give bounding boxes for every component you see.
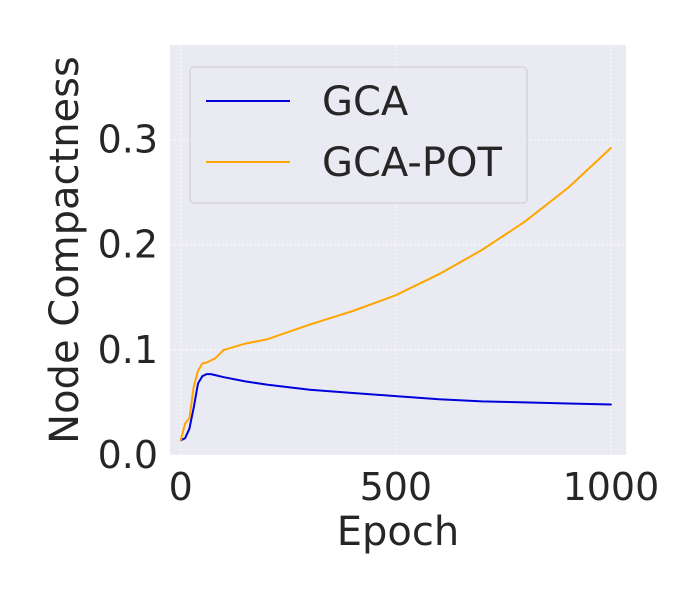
series-lines bbox=[179, 147, 612, 442]
x-tick-label: 1000 bbox=[563, 465, 660, 509]
legend-label-gca: GCA bbox=[322, 79, 409, 125]
x-tick-label: 500 bbox=[360, 465, 433, 509]
legend-label-gca-pot: GCA-POT bbox=[322, 140, 502, 186]
y-tick-label: 0.3 bbox=[98, 118, 158, 162]
y-axis-ticks: 0.0 0.1 0.2 0.3 bbox=[98, 118, 158, 477]
x-axis-ticks: 0 500 1000 bbox=[169, 465, 660, 509]
series-line-gca-pot bbox=[179, 147, 612, 442]
y-tick-label: 0.2 bbox=[98, 223, 158, 267]
y-tick-label: 0.0 bbox=[98, 433, 158, 477]
series-line-gca bbox=[179, 373, 612, 442]
y-axis-title: Node Compactness bbox=[42, 56, 88, 444]
x-axis-title: Epoch bbox=[337, 509, 459, 555]
x-tick-label: 0 bbox=[169, 465, 193, 509]
legend: GCA GCA-POT bbox=[189, 66, 528, 204]
y-tick-label: 0.1 bbox=[98, 328, 158, 372]
